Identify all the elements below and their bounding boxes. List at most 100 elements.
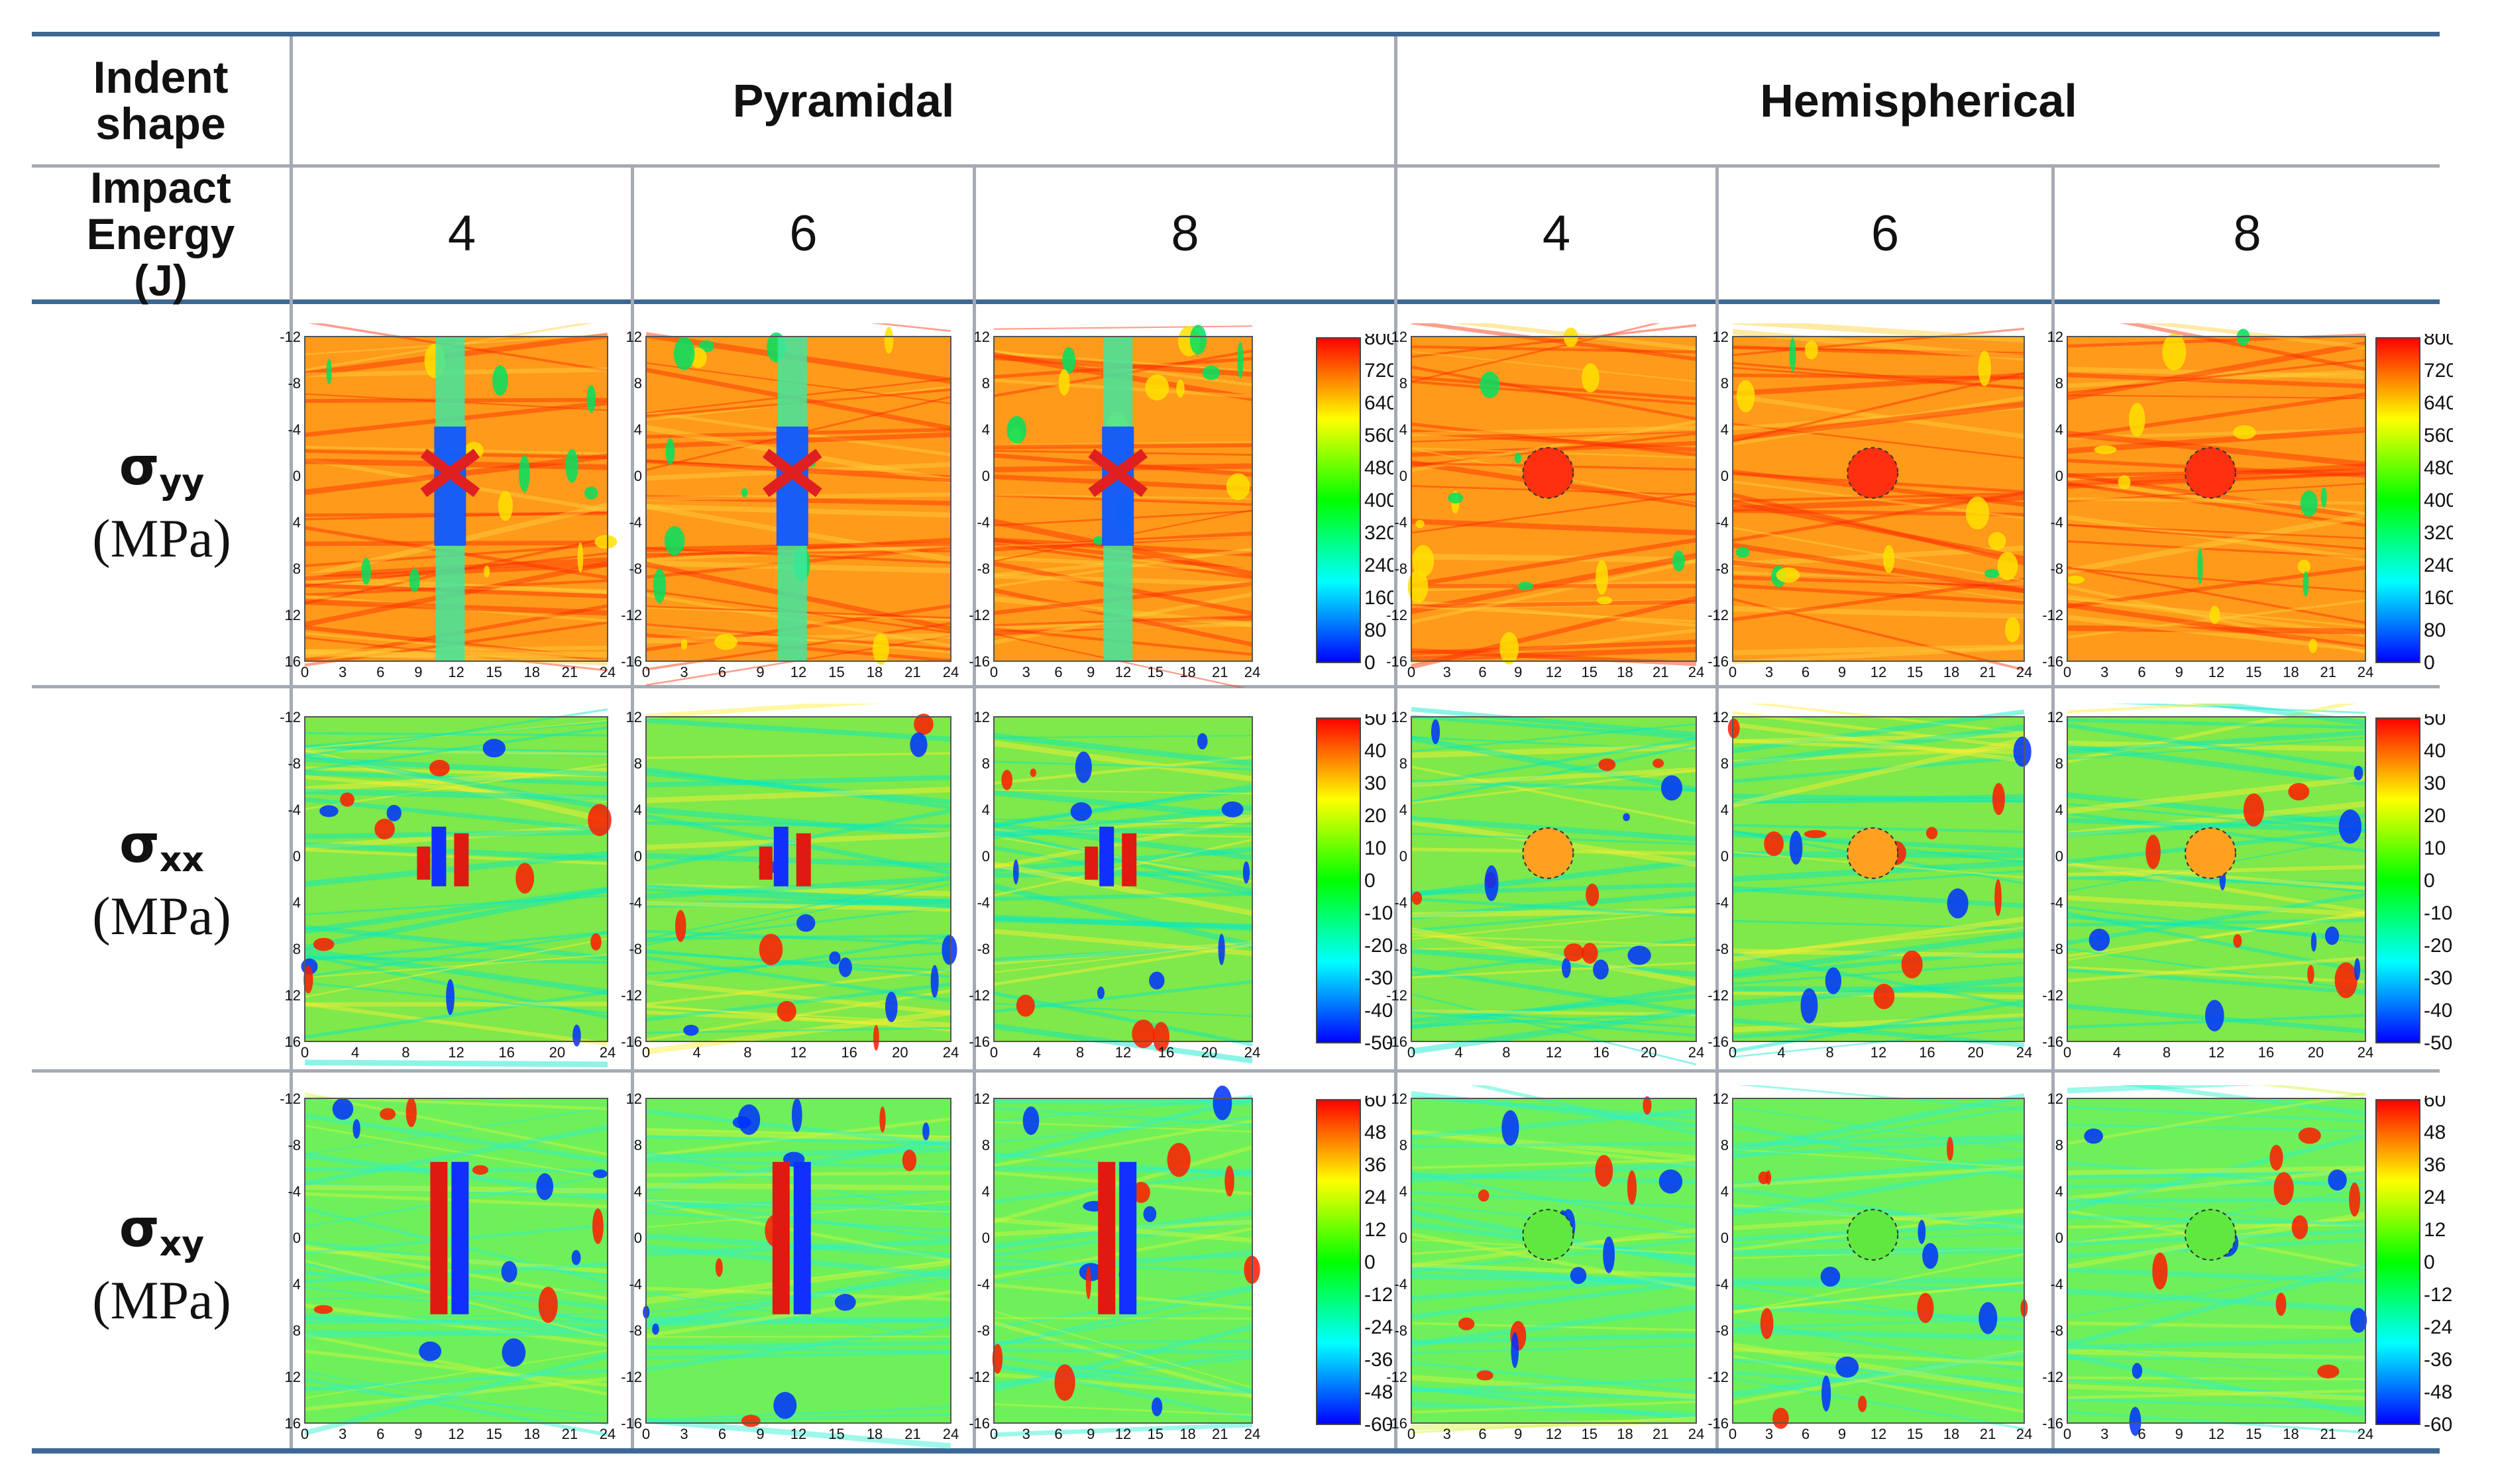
field-spot (1922, 1243, 1939, 1269)
field-streak (1411, 769, 1697, 804)
y-tick-label: -8 (2050, 560, 2063, 577)
field-streak (1411, 422, 1697, 456)
x-tick-label: 12 (1115, 664, 1131, 680)
colorbar-tick-label: 240 (1364, 555, 1393, 576)
field-spot (1825, 967, 1842, 994)
field-spot (1765, 1170, 1772, 1185)
field-streak (645, 968, 951, 1006)
energy-header-hemi-8: 8 (2233, 205, 2261, 262)
field-streak (993, 789, 1253, 820)
field-streak (1411, 639, 1697, 656)
x-tick-label: 18 (524, 1426, 540, 1442)
field-spot (1480, 371, 1500, 399)
field-streak (1411, 1191, 1697, 1209)
y-tick-label: 8 (634, 375, 642, 392)
field-spot (419, 1341, 442, 1361)
x-tick-label: 15 (1582, 1426, 1598, 1442)
x-tick-label: 0 (990, 1044, 998, 1061)
field-spot (303, 965, 313, 994)
field-streak (993, 1320, 1253, 1398)
colorbar-tick-label: -12 (1364, 1284, 1393, 1306)
x-tick-label: 12 (1546, 664, 1562, 680)
field-streak (993, 818, 1253, 825)
stress-map-r2-c3: 0 4 8 12 16 20 24 12 8 4 0 -4 -8 -12 -16 (961, 704, 1266, 1068)
field-spot (1407, 570, 1429, 604)
y-tick-label: 0 (2055, 1230, 2063, 1246)
field-streak (2067, 861, 2366, 914)
x-tick-label: 15 (2246, 664, 2261, 680)
plot-frame (1732, 1098, 2025, 1424)
field-streak (645, 884, 951, 903)
field-streak (1732, 327, 2025, 356)
field-streak (993, 914, 1253, 931)
field-spot (879, 1106, 886, 1133)
colorbar-gradient (1316, 1099, 1361, 1425)
y-tick-label: 4 (293, 1276, 301, 1293)
colorbar-tick-label: 800 (1364, 334, 1393, 349)
colorbar-tick-label: 24 (1364, 1187, 1386, 1208)
field-streak (2067, 565, 2366, 609)
x-tick-label: 6 (718, 664, 726, 680)
field-streak (2067, 358, 2366, 394)
field-streak (1411, 1418, 1697, 1431)
shear-lobe (451, 1161, 469, 1314)
energy-header-pyr-4: 4 (447, 205, 476, 262)
field-streak (1411, 905, 1697, 932)
field-streak (304, 954, 608, 979)
field-streak (2067, 1085, 2259, 1094)
energy-header-pyr-8: 8 (1171, 205, 1199, 262)
field-spot (1415, 519, 1425, 529)
field-spot (1789, 830, 1803, 865)
stress-map-r2-c6: 0 4 8 12 16 20 24 12 8 4 0 -4 -8 -12 -16 (2034, 704, 2379, 1068)
field-streak (304, 719, 608, 749)
field-spot (2288, 782, 2310, 801)
field-streak (645, 949, 951, 979)
stress-map-r3-c2: 0 3 6 9 12 15 18 21 24 12 8 4 0 -4 -8 -12 -16 (613, 1085, 964, 1450)
field-streak (1732, 1093, 2025, 1154)
field-streak (1411, 943, 1697, 951)
field-streak (1411, 1361, 1697, 1394)
field-streak (304, 1002, 608, 1046)
field-streak (304, 931, 608, 978)
field-spot (1570, 1267, 1587, 1285)
field-streak (1411, 743, 1697, 804)
y-tick-label: 12 (1391, 329, 1407, 345)
field-spot (664, 526, 685, 556)
colorbar-tick-label: -36 (2424, 1349, 2452, 1371)
field-streak (2067, 718, 2366, 729)
field-streak (993, 1365, 1253, 1395)
field-streak (1411, 1232, 1697, 1291)
field-spot (1097, 986, 1105, 1000)
field-spot (1152, 1397, 1163, 1416)
field-streak (2067, 1092, 2366, 1145)
y-tick-label: -16 (2042, 1034, 2063, 1050)
field-spot (1772, 1407, 1789, 1429)
x-tick-label: 0 (1729, 1044, 1737, 1061)
field-streak (993, 789, 1253, 794)
field-spot (1979, 1302, 1998, 1334)
field-streak (1732, 500, 2025, 561)
indent-circle (1847, 827, 1899, 879)
colorbar-tick-label: 50 (2424, 714, 2446, 729)
indent-lobe (759, 846, 773, 880)
y-tick-label: -8 (629, 1322, 642, 1339)
x-tick-label: 18 (1617, 1426, 1633, 1442)
field-streak (2067, 1288, 2366, 1313)
x-tick-label: 3 (1022, 1426, 1030, 1442)
y-tick-label: -4 (629, 514, 642, 531)
field-streak (1411, 1401, 1697, 1417)
x-tick-label: 8 (1502, 1044, 1510, 1061)
field-streak (1411, 365, 1697, 421)
plot-frame (993, 716, 1253, 1042)
top-rule (32, 32, 2440, 36)
field-streak (1411, 897, 1697, 918)
field-streak (993, 740, 1253, 782)
field-spot (1627, 1170, 1637, 1205)
x-tick-label: 4 (1455, 1044, 1463, 1061)
field-spot (2300, 490, 2318, 517)
colorbar-tick-label: 30 (1364, 772, 1386, 794)
x-tick-label: 6 (376, 1426, 384, 1442)
field-streak (645, 1345, 951, 1353)
field-streak (1732, 722, 2025, 763)
field-spot (1978, 350, 1991, 386)
